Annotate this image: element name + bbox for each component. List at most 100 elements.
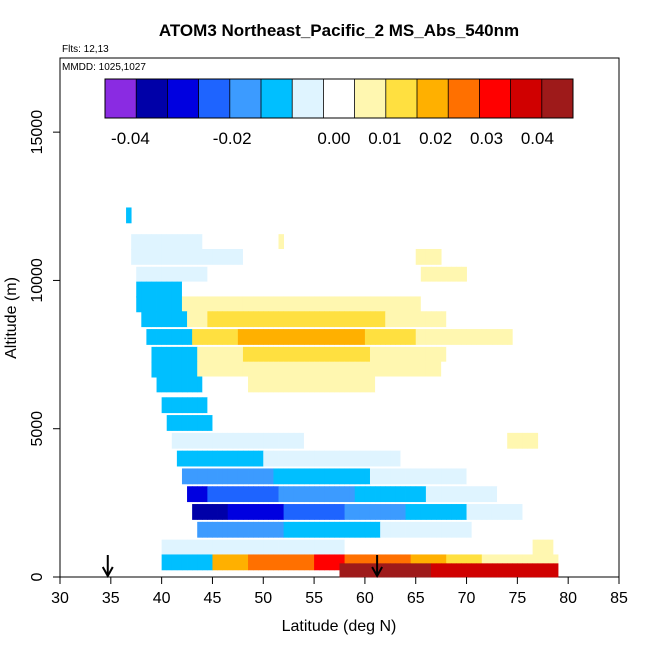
heatmap-cell [486,539,493,556]
heatmap-cell [349,554,356,571]
heatmap-cell [298,450,305,467]
heatmap-cell [380,504,386,520]
heatmap-cell [202,432,208,449]
heatmap-cell [197,432,203,449]
heatmap-cell [258,504,264,520]
heatmap-cell [273,248,279,265]
heatmap-cell [212,311,218,328]
heatmap-cell [400,415,406,431]
heatmap-cell [415,504,422,520]
heatmap-cell [497,311,503,328]
heatmap-cell [242,415,249,431]
heatmap-cell [415,554,422,571]
heatmap-cell [456,397,462,414]
heatmap-cell [156,234,163,250]
heatmap-cell [415,361,422,378]
heatmap-cell [354,563,361,578]
heatmap-cell [390,486,396,503]
heatmap-cell [288,521,295,538]
x-axis: 30 35 40 45 50 55 60 65 70 75 80 85 [51,577,628,607]
heatmap-cell [400,504,406,520]
heatmap-cell [156,296,163,313]
heatmap-cell [436,432,442,449]
heatmap-cell [197,521,203,538]
heatmap-cell [217,450,224,467]
heatmap-cell [273,504,279,520]
heatmap-cell [425,415,432,431]
heatmap-cell [532,468,539,485]
heatmap-cell [491,432,498,449]
heatmap-cell [202,554,208,571]
heatmap-cell [237,450,244,467]
heatmap-cell [161,311,168,328]
heatmap-cell [268,450,274,467]
heatmap-cell [425,329,432,345]
heatmap-cell [161,554,168,571]
heatmap-cell [293,361,300,378]
heatmap-cell [334,266,340,283]
heatmap-cell [283,432,290,449]
heatmap-cell [466,450,473,467]
heatmap-cell [380,432,386,449]
heatmap-cell [248,450,254,467]
heatmap-cell [517,554,523,571]
heatmap-cell [400,329,406,345]
heatmap-cell [410,296,417,313]
heatmap-cell [497,346,503,363]
heatmap-cell [293,397,300,414]
heatmap-cell [242,486,249,503]
heatmap-cell [359,281,366,298]
heatmap-cell [232,554,239,571]
heatmap-cell [405,311,412,328]
heatmap-cell [466,346,473,363]
heatmap-cell [232,468,239,485]
heatmap-cell [283,486,290,503]
heatmap-cell [293,266,300,283]
heatmap-cell [293,539,300,556]
heatmap-cell [446,397,452,414]
heatmap-cell [176,554,183,571]
colorbar-segment [448,79,480,118]
heatmap-cell [141,296,147,313]
heatmap-cell [507,361,513,378]
heatmap-cell [217,539,224,556]
heatmap-cell [273,311,279,328]
heatmap-cell [461,376,467,393]
heatmap-cell [161,248,168,265]
heatmap-cell [227,432,234,449]
heatmap-cell [451,486,457,503]
heatmap-cell [273,234,279,250]
heatmap-cell [273,361,279,378]
heatmap-cell [400,296,406,313]
heatmap-cell [283,311,290,328]
heatmap-cell [405,504,412,520]
heatmap-cell [497,432,503,449]
heatmap-cell [146,248,152,265]
heatmap-cell [527,415,534,431]
heatmap-cell [136,234,142,250]
heatmap-cell [217,376,224,393]
heatmap-cell [425,450,432,467]
heatmap-cell [324,554,330,571]
heatmap-cell [187,361,193,378]
heatmap-cell [268,376,274,393]
heatmap-cell [248,376,254,393]
heatmap-cell [425,504,432,520]
heatmap-cell [537,563,544,578]
heatmap-cell [527,450,534,467]
heatmap-cell [456,554,462,571]
heatmap-cell [319,329,325,345]
heatmap-cell [359,329,366,345]
heatmap-cell [202,311,208,328]
heatmap-cell [481,361,488,378]
colorbar-tick-label: -0.04 [111,129,150,148]
heatmap-cell [263,361,269,378]
heatmap-cell [237,415,244,431]
heatmap-cell [385,432,391,449]
heatmap-cell [242,266,249,283]
heatmap-cell [446,563,452,578]
heatmap-cell [176,450,183,467]
heatmap-cell [192,234,198,250]
heatmap-cell [354,415,361,431]
heatmap-cell [380,539,386,556]
